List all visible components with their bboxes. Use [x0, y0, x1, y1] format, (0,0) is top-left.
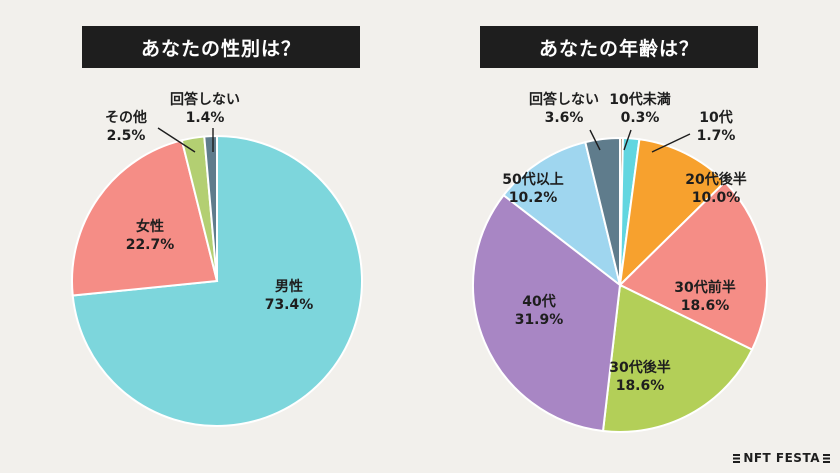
- age-label-0: 10代未満 0.3%: [609, 91, 670, 126]
- brand-bars-icon: [733, 453, 741, 463]
- gender-label-name: 回答しない: [170, 91, 240, 108]
- age-chart-title: あなたの年齢は？: [480, 26, 758, 68]
- gender-label-value: 22.7%: [126, 237, 175, 253]
- age-leader-line: [589, 129, 601, 151]
- gender-label-1: 女性 22.7%: [126, 218, 175, 253]
- age-leader-line: [623, 129, 632, 151]
- gender-label-value: 1.4%: [186, 110, 225, 126]
- gender-label-name: その他: [105, 109, 147, 126]
- age-label-name: 30代前半: [674, 279, 735, 296]
- age-label-name: 30代後半: [609, 359, 670, 376]
- brand-logo: NFT FESTA: [733, 451, 830, 465]
- age-slice-6: [502, 140, 622, 288]
- gender-label-name: 女性: [136, 218, 164, 235]
- brand-name: NFT FESTA: [743, 451, 820, 465]
- gender-leader-line: [157, 127, 196, 153]
- gender-label-0: 男性 73.4%: [265, 278, 314, 313]
- age-label-value: 10.0%: [692, 190, 741, 206]
- gender-label-name: 男性: [275, 278, 303, 295]
- age-label-7: 回答しない 3.6%: [529, 91, 599, 126]
- age-label-name: 回答しない: [529, 91, 599, 108]
- gender-label-2: その他 2.5%: [105, 109, 147, 144]
- age-label-value: 10.2%: [509, 190, 558, 206]
- age-label-name: 40代: [522, 293, 555, 310]
- age-label-1: 10代 1.7%: [697, 109, 736, 144]
- age-label-name: 10代: [699, 109, 732, 126]
- gender-slice-3: [203, 134, 218, 282]
- gender-chart-title: あなたの性別は？: [82, 26, 360, 68]
- age-label-value: 31.9%: [515, 312, 564, 328]
- gender-slice-1: [71, 139, 219, 297]
- age-label-value: 0.3%: [621, 110, 660, 126]
- age-label-value: 18.6%: [681, 298, 730, 314]
- gender-label-value: 73.4%: [265, 297, 314, 313]
- age-label-5: 40代 31.9%: [515, 293, 564, 328]
- age-label-name: 10代未満: [609, 91, 670, 108]
- age-label-4: 30代後半 18.6%: [609, 359, 670, 394]
- gender-label-value: 2.5%: [107, 128, 146, 144]
- age-slice-5: [472, 193, 622, 433]
- age-slice-7: [584, 136, 621, 286]
- age-label-name: 50代以上: [502, 171, 563, 188]
- age-leader-line: [651, 133, 691, 153]
- age-label-name: 20代後半: [685, 171, 746, 188]
- age-label-value: 1.7%: [697, 128, 736, 144]
- age-label-2: 20代後半 10.0%: [685, 171, 746, 206]
- brand-bars-icon: [823, 453, 830, 463]
- age-slice-4: [601, 283, 754, 433]
- age-slice-2: [618, 138, 727, 288]
- age-label-6: 50代以上 10.2%: [502, 171, 563, 206]
- age-label-3: 30代前半 18.6%: [674, 279, 735, 314]
- age-label-value: 3.6%: [545, 110, 584, 126]
- age-slice-3: [618, 180, 768, 351]
- gender-label-3: 回答しない 1.4%: [170, 91, 240, 126]
- age-label-value: 18.6%: [616, 378, 665, 394]
